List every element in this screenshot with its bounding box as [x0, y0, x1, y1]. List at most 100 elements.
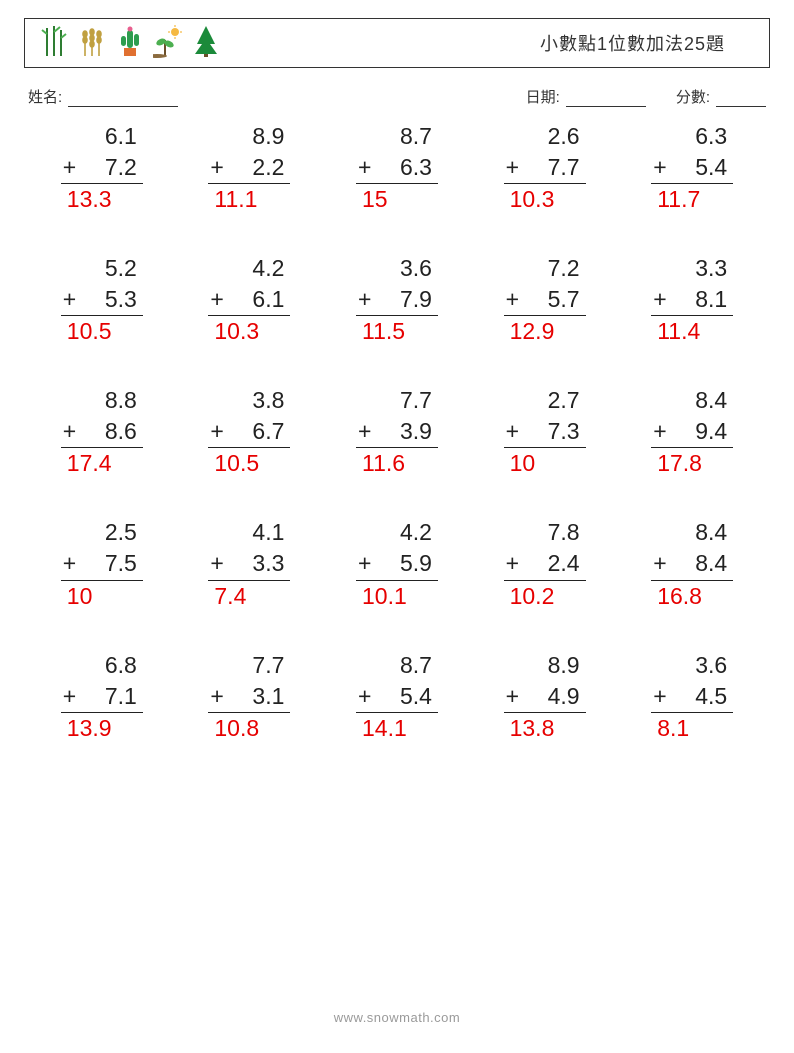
problem: 8.75.414.1	[337, 650, 457, 744]
problem: 7.73.110.8	[190, 650, 310, 744]
answer: 14.1	[356, 713, 438, 744]
operand-b: 3.3	[208, 548, 290, 580]
operand-a: 7.2	[504, 253, 586, 284]
answer: 8.1	[651, 713, 733, 744]
operand-b: 7.3	[504, 416, 586, 448]
operand-a: 7.7	[208, 650, 290, 681]
operand-b: 3.1	[208, 681, 290, 713]
operand-a: 8.7	[356, 121, 438, 152]
operand-a: 3.6	[356, 253, 438, 284]
operand-a: 8.9	[504, 650, 586, 681]
score-blank[interactable]	[716, 90, 766, 107]
operand-a: 2.5	[61, 517, 143, 548]
header-icons	[39, 24, 221, 63]
cactus-icon	[115, 24, 145, 63]
operand-a: 8.4	[651, 385, 733, 416]
sprout-icon	[153, 24, 183, 63]
worksheet-page: 小數點1位數加法25題 姓名: 日期: 分數: 6.17.213.38.92.2…	[0, 0, 794, 1053]
date-blank[interactable]	[566, 90, 646, 107]
problem: 8.76.315	[337, 121, 457, 215]
operand-b: 7.5	[61, 548, 143, 580]
problem: 5.25.310.5	[42, 253, 162, 347]
operand-a: 3.3	[651, 253, 733, 284]
operand-b: 5.4	[356, 681, 438, 713]
problem: 4.25.910.1	[337, 517, 457, 611]
score-label: 分數:	[676, 86, 710, 107]
problem: 6.87.113.9	[42, 650, 162, 744]
worksheet-title: 小數點1位數加法25題	[540, 30, 755, 56]
date-label: 日期:	[526, 86, 560, 107]
answer: 11.5	[356, 316, 438, 347]
answer: 10.5	[61, 316, 143, 347]
operand-b: 5.3	[61, 284, 143, 316]
problem: 4.26.110.3	[190, 253, 310, 347]
operand-a: 3.8	[208, 385, 290, 416]
operand-b: 6.7	[208, 416, 290, 448]
answer: 11.7	[651, 184, 733, 215]
answer: 13.3	[61, 184, 143, 215]
answer: 10	[61, 581, 143, 612]
problem: 3.86.710.5	[190, 385, 310, 479]
problem: 8.49.417.8	[632, 385, 752, 479]
operand-a: 8.4	[651, 517, 733, 548]
answer: 15	[356, 184, 438, 215]
operand-b: 4.5	[651, 681, 733, 713]
problem: 3.64.58.1	[632, 650, 752, 744]
meta-name: 姓名:	[28, 86, 178, 107]
name-label: 姓名:	[28, 86, 62, 107]
operand-b: 3.9	[356, 416, 438, 448]
operand-b: 7.7	[504, 152, 586, 184]
operand-b: 2.2	[208, 152, 290, 184]
problem: 6.17.213.3	[42, 121, 162, 215]
operand-a: 4.2	[356, 517, 438, 548]
header-box: 小數點1位數加法25題	[24, 18, 770, 68]
operand-a: 6.3	[651, 121, 733, 152]
operand-a: 7.8	[504, 517, 586, 548]
wheat-icon	[77, 24, 107, 63]
answer: 10.1	[356, 581, 438, 612]
problem: 7.82.410.2	[485, 517, 605, 611]
operand-a: 8.9	[208, 121, 290, 152]
problem: 3.67.911.5	[337, 253, 457, 347]
operand-a: 7.7	[356, 385, 438, 416]
problem: 7.73.911.6	[337, 385, 457, 479]
operand-b: 8.4	[651, 548, 733, 580]
answer: 13.9	[61, 713, 143, 744]
footer-text: www.snowmath.com	[0, 1010, 794, 1025]
operand-a: 8.7	[356, 650, 438, 681]
problem: 3.38.111.4	[632, 253, 752, 347]
answer: 12.9	[504, 316, 586, 347]
answer: 13.8	[504, 713, 586, 744]
operand-b: 6.1	[208, 284, 290, 316]
answer: 7.4	[208, 581, 290, 612]
operand-a: 8.8	[61, 385, 143, 416]
operand-b: 7.9	[356, 284, 438, 316]
answer: 10.8	[208, 713, 290, 744]
operand-a: 6.8	[61, 650, 143, 681]
answer: 10.3	[504, 184, 586, 215]
problem: 2.57.510	[42, 517, 162, 611]
operand-b: 7.1	[61, 681, 143, 713]
answer: 11.1	[208, 184, 290, 215]
operand-a: 2.6	[504, 121, 586, 152]
problem: 2.67.710.3	[485, 121, 605, 215]
problem: 2.77.310	[485, 385, 605, 479]
problem: 4.13.37.4	[190, 517, 310, 611]
name-blank[interactable]	[68, 90, 178, 107]
operand-a: 2.7	[504, 385, 586, 416]
problem: 7.25.712.9	[485, 253, 605, 347]
answer: 17.4	[61, 448, 143, 479]
problem: 8.88.617.4	[42, 385, 162, 479]
operand-b: 4.9	[504, 681, 586, 713]
problem: 8.94.913.8	[485, 650, 605, 744]
operand-b: 6.3	[356, 152, 438, 184]
answer: 10.3	[208, 316, 290, 347]
answer: 17.8	[651, 448, 733, 479]
operand-a: 4.2	[208, 253, 290, 284]
operand-b: 8.6	[61, 416, 143, 448]
answer: 10	[504, 448, 586, 479]
answer: 16.8	[651, 581, 733, 612]
meta-row: 姓名: 日期: 分數:	[28, 86, 766, 107]
bamboo-icon	[39, 24, 69, 63]
operand-b: 5.9	[356, 548, 438, 580]
